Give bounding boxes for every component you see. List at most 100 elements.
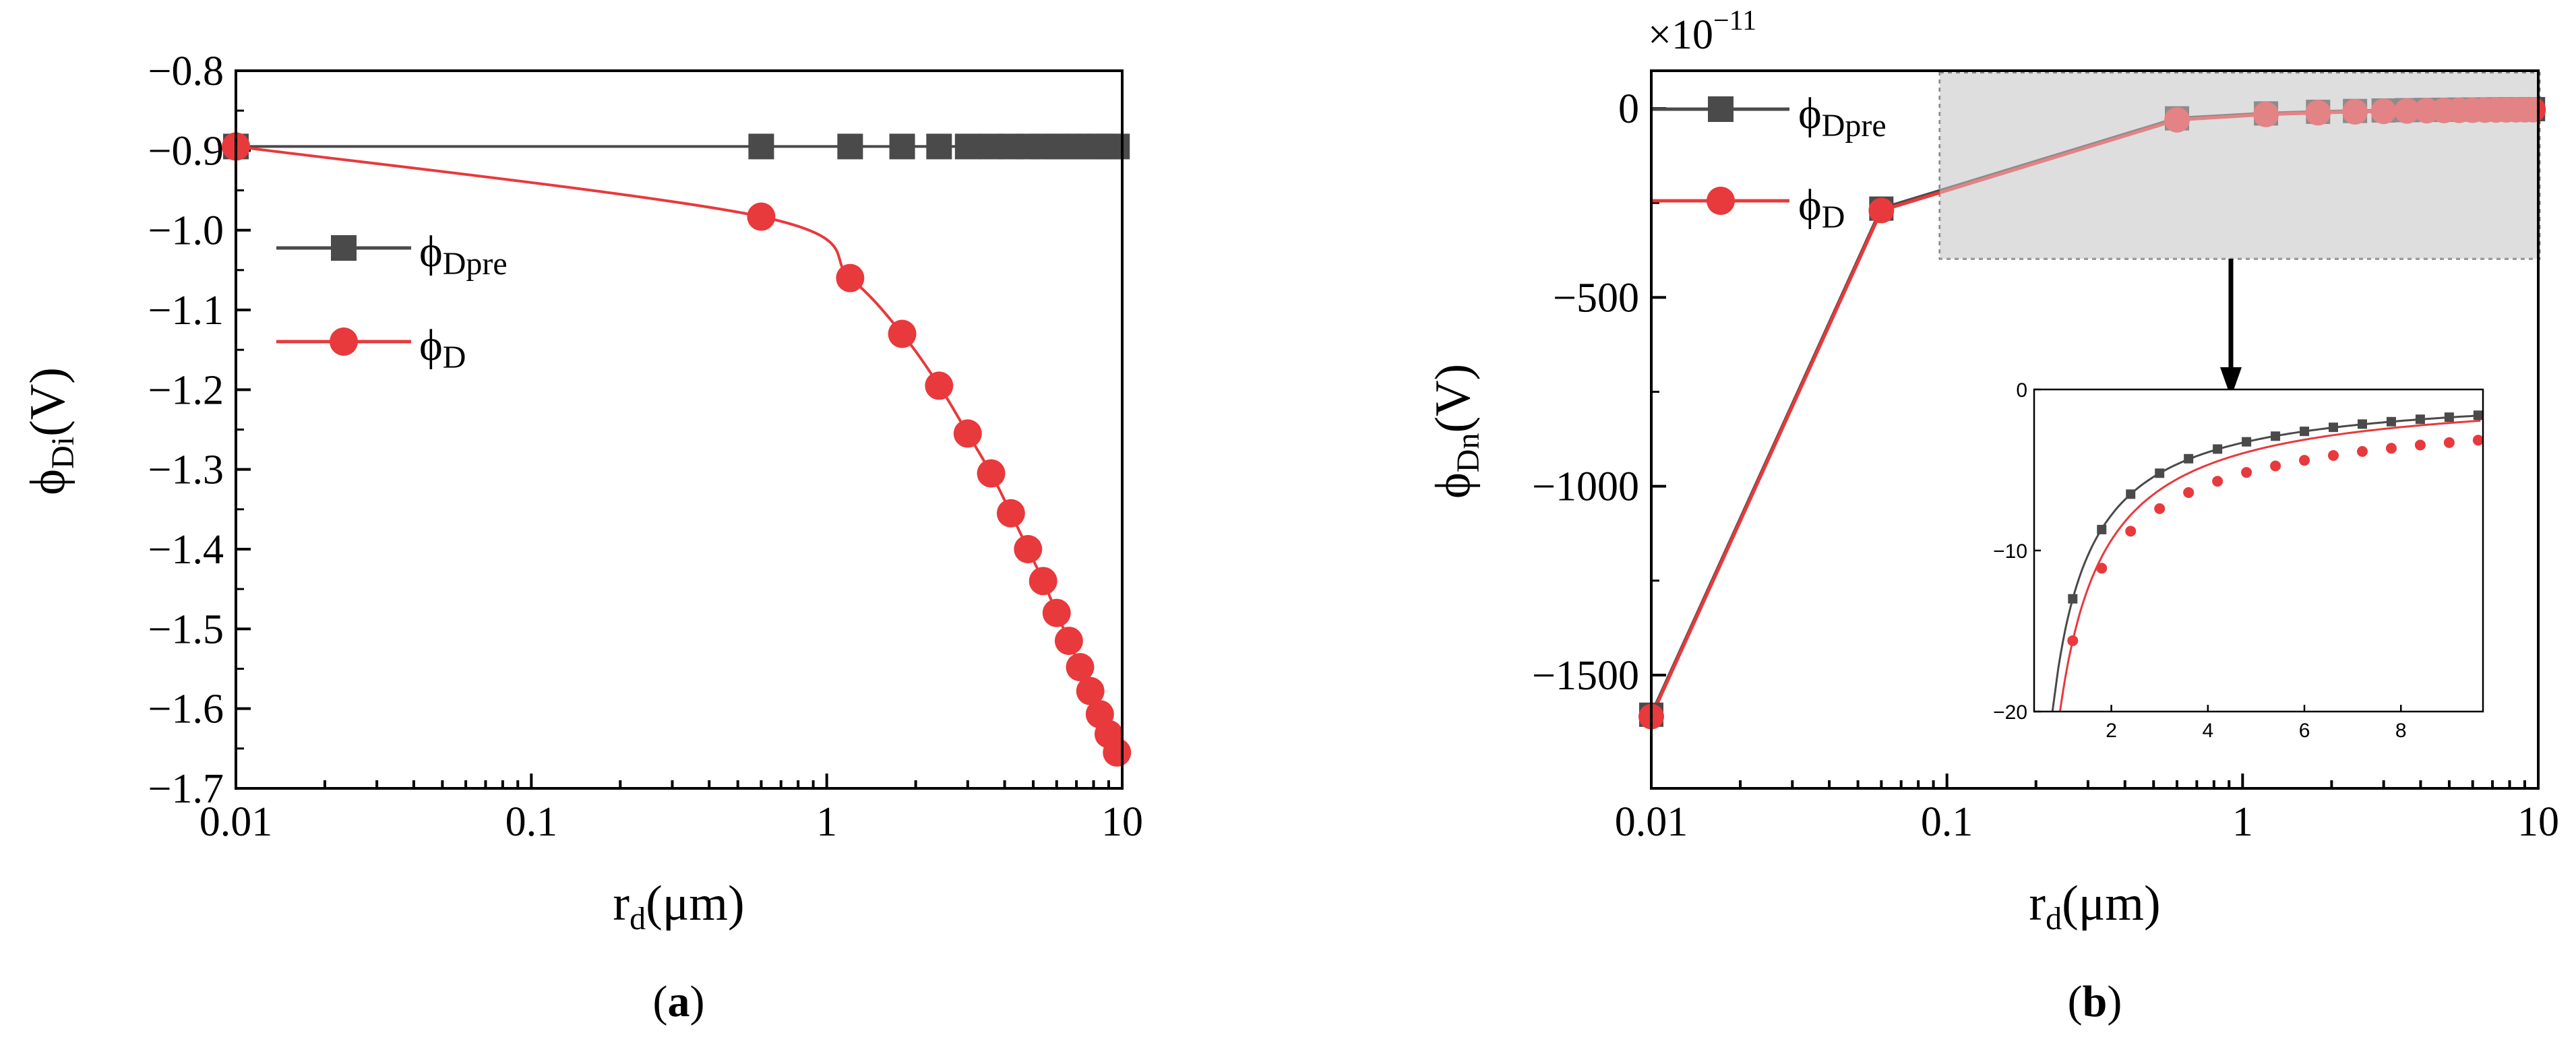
b-x-axis-label: rd(μm) [2029, 876, 2160, 937]
inset-marker-dpre [2386, 416, 2396, 427]
inset-x-tick-label: 8 [2395, 720, 2407, 742]
inset-x-tick-label: 6 [2299, 720, 2310, 742]
inset-marker-dpre [2357, 419, 2367, 429]
a-legend: ϕDpre ϕD [276, 227, 508, 375]
b-y-tick-label: −1500 [1532, 653, 1639, 699]
inset-line-d [2058, 419, 2481, 712]
a-marker-d [1042, 598, 1071, 627]
a-panel-caption: (a) [653, 977, 705, 1026]
a-marker-d [1076, 677, 1105, 705]
inset-marker-d [2443, 437, 2455, 448]
b-y-axis-label: ϕDn(V) [1425, 364, 1486, 499]
a-marker-d [1014, 535, 1043, 563]
inset-marker-dpre [2184, 453, 2194, 464]
inset-marker-d [2241, 467, 2252, 478]
b-marker-d [2164, 106, 2190, 133]
a-legend-label-dpre: ϕDpre [419, 227, 508, 282]
a-y-tick-labels: −0.8 −0.9 −1.0 −1.1 −1.2 −1.3 −1.4 −1.5 −1.6 −1.7 [148, 49, 224, 812]
a-marker-dpre [954, 133, 981, 160]
b-marker-d [1868, 197, 1895, 224]
a-series-markers [222, 132, 1132, 767]
inset-marker-d [2154, 503, 2166, 514]
a-marker-d [925, 371, 954, 400]
a-y-tick-label: −1.3 [148, 447, 224, 493]
a-marker-d [1029, 567, 1057, 596]
b-y-tick-label: −500 [1553, 275, 1639, 321]
a-marker-d [996, 499, 1025, 528]
a-x-tick-label: 10 [1101, 799, 1143, 845]
a-marker-d [888, 319, 917, 348]
a-x-tick-label: 1 [816, 799, 837, 845]
b-legend: ϕDpre ϕD [1653, 89, 1887, 235]
inset-marker-d [2067, 635, 2079, 646]
inset-series-markers [2067, 410, 2484, 646]
a-x-tick-labels: 0.01 0.1 1 10 [200, 799, 1143, 845]
a-y-axis-label: ϕDi(V) [20, 367, 81, 495]
inset-x-tick-label: 4 [2202, 720, 2213, 742]
inset-marker-dpre [2126, 489, 2136, 499]
b-legend-label-d: ϕD [1798, 181, 1845, 235]
a-x-tick-label: 0.1 [505, 799, 558, 845]
a-x-tick-label: 0.01 [200, 799, 273, 845]
inset-marker-dpre [2271, 431, 2281, 441]
b-marker-d [2394, 98, 2420, 124]
b-marker-d [2253, 101, 2279, 127]
b-marker-d [2342, 98, 2368, 125]
inset-marker-d [2356, 446, 2368, 458]
a-plot-frame [235, 69, 1124, 790]
a-y-tick-label: −1.2 [148, 367, 224, 413]
inset-x-tick-label: 2 [2106, 720, 2117, 742]
b-zoom-overlay [1940, 73, 2540, 259]
a-marker-dpre [1104, 133, 1130, 160]
inset-marker-dpre [2155, 468, 2165, 478]
a-y-tick-label: −0.9 [148, 128, 224, 174]
b-axis-multiplier: ×10−11 [1648, 5, 1756, 58]
panel-a: −0.8 −0.9 −1.0 −1.1 −1.2 −1.3 −1.4 −1.5 −1.6 −1.7… [20, 49, 1143, 1026]
inset-marker-dpre [2473, 410, 2483, 420]
a-series-line-d [235, 145, 1119, 753]
inset-marker-d [2183, 486, 2195, 498]
inset-marker-d [2328, 449, 2339, 461]
inset-marker-dpre [2213, 444, 2223, 454]
inset-marker-dpre [2097, 524, 2107, 534]
inset-marker-d [2096, 563, 2108, 574]
b-x-tick-label: 0.1 [1921, 799, 1973, 845]
inset-frame [2033, 388, 2484, 713]
inset-marker-dpre [2329, 422, 2338, 433]
inset-marker-d [2472, 435, 2484, 446]
a-marker-d [1103, 738, 1132, 767]
a-legend-label-d: ϕD [419, 321, 466, 375]
inset-marker-d [2414, 439, 2426, 451]
inset-marker-dpre [2068, 594, 2078, 604]
b-plot-frame [1650, 69, 2540, 790]
a-y-tick-label: −1.0 [148, 208, 224, 254]
a-marker-dpre [889, 133, 915, 160]
b-legend-label-dpre: ϕDpre [1798, 89, 1887, 144]
a-marker-d [953, 419, 982, 448]
inset-marker-dpre [2415, 414, 2425, 425]
a-marker-dpre [748, 133, 774, 160]
a-y-tick-label: −1.1 [148, 288, 224, 334]
b-y-tick-label: 0 [1618, 86, 1639, 132]
inset-marker-d [2299, 455, 2310, 466]
b-x-tick-label: 0.01 [1615, 799, 1688, 845]
b-y-tick-labels: 0 −500 −1000 −1500 [1532, 86, 1639, 699]
inset-y-tick-label: −20 [1993, 701, 2027, 724]
b-panel-caption: (b) [2068, 977, 2122, 1026]
a-y-tick-label: −1.5 [148, 606, 224, 652]
a-series-lines [235, 71, 1124, 788]
a-y-tick-label: −1.7 [148, 766, 224, 812]
b-series-markers [1638, 96, 2546, 730]
inset-marker-dpre [2242, 437, 2252, 447]
a-marker-d [1066, 653, 1095, 682]
a-marker-dpre [837, 133, 863, 160]
inset-marker-dpre [2444, 412, 2454, 422]
inset-marker-d [2212, 476, 2224, 487]
b-x-tick-label: 10 [2517, 799, 2559, 845]
inset-y-tick-label: 0 [2016, 379, 2027, 402]
b-x-tick-label: 1 [2232, 799, 2253, 845]
b-marker-d [2305, 100, 2331, 126]
b-zoom-arrow [2220, 259, 2242, 398]
inset-ticks: 2 4 6 8 0 −10 −20 [1993, 379, 2406, 742]
a-marker-d [977, 459, 1006, 488]
